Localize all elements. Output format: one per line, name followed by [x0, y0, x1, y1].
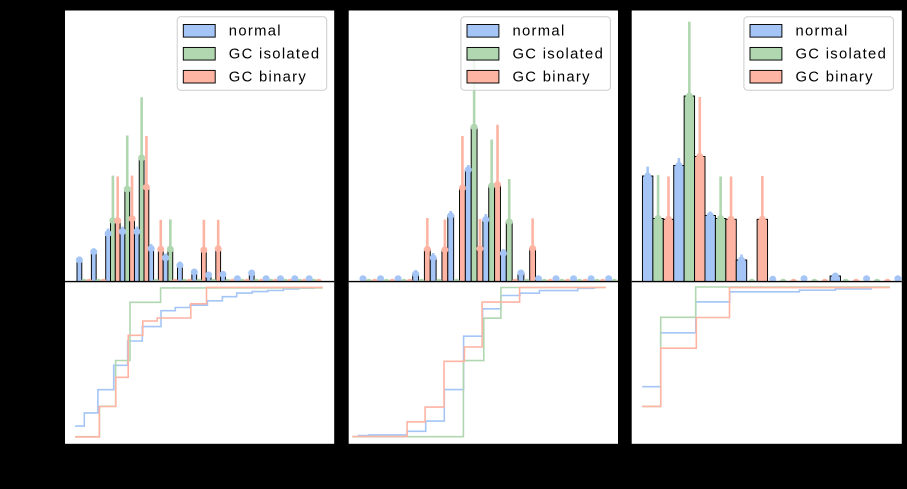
svg-text:GC isolated: GC isolated: [229, 46, 321, 62]
svg-text:GC isolated: GC isolated: [513, 46, 605, 62]
svg-text:GC binary: GC binary: [796, 69, 874, 85]
svg-text:GC binary: GC binary: [513, 69, 591, 85]
svg-text:normal: normal: [796, 24, 849, 40]
svg-text:GC binary: GC binary: [229, 69, 307, 85]
svg-text:normal: normal: [229, 24, 282, 40]
svg-text:GC isolated: GC isolated: [796, 46, 888, 62]
svg-text:normal: normal: [513, 24, 566, 40]
